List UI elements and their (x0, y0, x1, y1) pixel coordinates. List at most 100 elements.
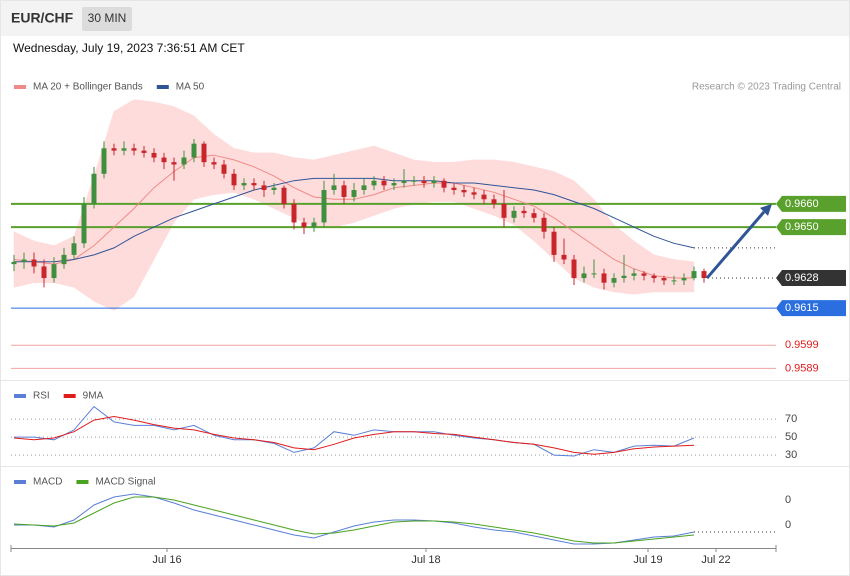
candle-body (181, 157, 187, 165)
y-tick-label: 0 (785, 494, 791, 506)
candle-body (551, 231, 557, 255)
candle-body (161, 157, 167, 163)
candle-body (101, 148, 107, 174)
candle-body (451, 187, 457, 190)
legend-label: RSI (33, 391, 50, 402)
candle-body (561, 254, 567, 260)
bollinger-band (473, 159, 495, 216)
candle-body (671, 280, 677, 282)
candle-body (51, 264, 57, 279)
candle-body (441, 180, 447, 188)
series-line (14, 177, 695, 263)
candle-body (691, 271, 697, 279)
source: Research © 2023 Trading Central (692, 82, 841, 93)
level-label: 0.9599 (785, 339, 819, 351)
series-line (13, 415, 695, 455)
legend-label: MA 20 + Bollinger Bands (33, 82, 143, 93)
candle-body (591, 273, 597, 275)
candle-body (411, 180, 417, 182)
candle-body (491, 199, 497, 204)
candle-body (231, 173, 237, 186)
candle-body (611, 278, 617, 283)
candle-body (341, 185, 347, 197)
candle-body (701, 271, 707, 279)
legend-swatch (63, 394, 76, 398)
candle-body (401, 180, 407, 184)
candle-body (651, 275, 657, 279)
y-tick-label: 50 (785, 431, 797, 443)
candle-body (11, 261, 17, 265)
candle-body (321, 190, 327, 223)
legend-swatch (14, 480, 26, 484)
candle-body (631, 273, 637, 276)
candle-body (241, 183, 247, 186)
forecast-arrowhead (760, 203, 772, 216)
x-tick-label: Jul 16 (152, 554, 181, 566)
series-line (13, 496, 695, 544)
timeframe[interactable]: 30 MIN (88, 11, 127, 25)
candle-body (571, 259, 577, 279)
series-line (14, 493, 695, 545)
timeframe-button[interactable] (82, 7, 132, 31)
candle-body (431, 180, 437, 184)
candle-body (191, 143, 197, 158)
level-tag (776, 300, 846, 317)
candle-body (281, 187, 287, 204)
level-label: 0.9650 (785, 221, 819, 233)
level-label: 0.9589 (785, 362, 819, 374)
legend-label: MACD Signal (95, 477, 155, 488)
candle-body (131, 148, 137, 151)
level-tag (776, 270, 846, 287)
candle-body (641, 273, 647, 276)
candle-body (71, 243, 77, 255)
candle-body (331, 185, 337, 190)
candle-body (371, 180, 377, 186)
candle-body (171, 162, 177, 165)
candle-body (111, 148, 117, 151)
candle-body (271, 187, 277, 190)
candle-body (311, 222, 317, 228)
forecast-arrow (705, 210, 766, 280)
series-line (14, 405, 695, 457)
candle-body (391, 183, 397, 186)
legend-swatch (14, 394, 26, 398)
candle-body (621, 275, 627, 279)
candle-body (261, 185, 267, 190)
header-bar (1, 1, 849, 36)
candle-body (201, 143, 207, 163)
candle-body (461, 190, 467, 193)
candle-body (661, 278, 667, 281)
candle-body (291, 203, 297, 223)
candle-body (421, 180, 427, 184)
candle-body (501, 203, 507, 218)
candle-body (381, 180, 387, 186)
candle-body (221, 164, 227, 174)
candle-body (601, 273, 607, 283)
candle-body (521, 210, 527, 214)
y-tick-label: 30 (785, 449, 797, 461)
legend-swatch (156, 85, 169, 89)
candle-body (471, 192, 477, 195)
candle-body (541, 217, 547, 232)
date: Wednesday, July 19, 2023 7:36:51 AM CET (13, 41, 245, 55)
legend-label: MACD (33, 477, 62, 488)
level-label: 0.9628 (785, 272, 819, 284)
legend-label: 9MA (83, 391, 104, 402)
level-label: 0.9615 (785, 302, 819, 314)
candle-body (511, 210, 517, 218)
bollinger-band (233, 147, 255, 200)
x-tick-label: Jul 22 (701, 554, 730, 566)
candle-body (21, 259, 27, 262)
legend-swatch (14, 85, 26, 89)
level-tag (776, 195, 846, 212)
candle-body (251, 183, 257, 186)
candle-body (531, 213, 537, 218)
symbol: EUR/CHF (11, 10, 74, 26)
y-tick-label: 0 (785, 519, 791, 531)
candle-body (351, 190, 357, 197)
legend-swatch (76, 480, 89, 484)
candle-body (141, 150, 147, 153)
candle-body (91, 173, 97, 204)
